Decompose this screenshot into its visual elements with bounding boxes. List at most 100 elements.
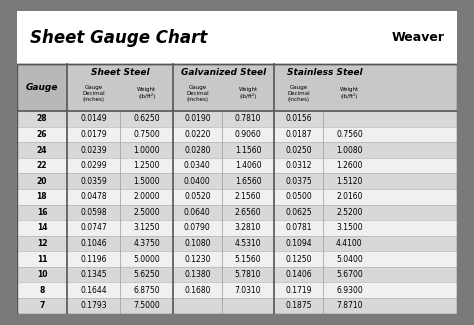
Text: 5.6250: 5.6250 — [133, 270, 160, 279]
Text: 0.0598: 0.0598 — [81, 208, 107, 217]
Text: Gauge
Decimal
(inches): Gauge Decimal (inches) — [82, 85, 105, 102]
Bar — [17, 111, 457, 127]
Text: 2.0000: 2.0000 — [133, 192, 160, 201]
Bar — [17, 236, 457, 251]
Text: 16: 16 — [36, 208, 47, 217]
Text: Galvanized Steel: Galvanized Steel — [181, 68, 266, 77]
Text: 0.6250: 0.6250 — [133, 114, 160, 124]
Text: 4.4100: 4.4100 — [336, 239, 363, 248]
Text: 22: 22 — [36, 161, 47, 170]
Text: 11: 11 — [36, 254, 47, 264]
Text: 0.1719: 0.1719 — [285, 286, 312, 295]
Text: 28: 28 — [36, 114, 47, 124]
Text: 0.1793: 0.1793 — [81, 301, 107, 310]
Bar — [17, 64, 457, 111]
Text: 0.1046: 0.1046 — [81, 239, 107, 248]
Text: 0.0400: 0.0400 — [184, 177, 211, 186]
Text: 3.2810: 3.2810 — [235, 224, 261, 232]
Text: 0.1380: 0.1380 — [184, 270, 210, 279]
Text: 1.0000: 1.0000 — [133, 146, 160, 155]
Text: 7.5000: 7.5000 — [133, 301, 160, 310]
Text: 0.1644: 0.1644 — [81, 286, 107, 295]
Text: 0.0790: 0.0790 — [184, 224, 211, 232]
Text: Weight
(lb/ft²): Weight (lb/ft²) — [340, 87, 359, 99]
Text: 1.4060: 1.4060 — [235, 161, 261, 170]
Text: 0.0239: 0.0239 — [81, 146, 107, 155]
Text: 0.1080: 0.1080 — [184, 239, 210, 248]
Text: 0.0187: 0.0187 — [285, 130, 312, 139]
Text: 5.0000: 5.0000 — [133, 254, 160, 264]
Text: 1.5120: 1.5120 — [336, 177, 363, 186]
Text: Weight
(lb/ft²): Weight (lb/ft²) — [238, 87, 257, 99]
Text: 0.1875: 0.1875 — [285, 301, 312, 310]
Text: 6.9300: 6.9300 — [336, 286, 363, 295]
Text: 0.0156: 0.0156 — [285, 114, 312, 124]
Text: 0.0478: 0.0478 — [81, 192, 107, 201]
Text: Gauge
Decimal
(inches): Gauge Decimal (inches) — [186, 85, 209, 102]
Text: 5.1560: 5.1560 — [235, 254, 261, 264]
Text: 0.0747: 0.0747 — [81, 224, 107, 232]
Text: 4.5310: 4.5310 — [235, 239, 261, 248]
Text: 0.0500: 0.0500 — [285, 192, 312, 201]
Text: Gauge: Gauge — [26, 83, 58, 92]
Text: 2.1560: 2.1560 — [235, 192, 261, 201]
Text: 0.0179: 0.0179 — [81, 130, 107, 139]
Text: 0.1345: 0.1345 — [81, 270, 107, 279]
Text: 0.0640: 0.0640 — [184, 208, 211, 217]
Text: Weight
(lb/ft²): Weight (lb/ft²) — [137, 87, 156, 99]
Text: 18: 18 — [36, 192, 47, 201]
Text: 24: 24 — [36, 146, 47, 155]
Bar — [17, 158, 457, 174]
Text: 1.0080: 1.0080 — [336, 146, 363, 155]
Text: 4.3750: 4.3750 — [133, 239, 160, 248]
Text: Gauge
Decimal
(inches): Gauge Decimal (inches) — [287, 85, 310, 102]
Text: 26: 26 — [36, 130, 47, 139]
Text: 7.8710: 7.8710 — [336, 301, 363, 310]
Text: 3.1500: 3.1500 — [336, 224, 363, 232]
Text: Weaver: Weaver — [391, 31, 444, 44]
Text: 0.0781: 0.0781 — [285, 224, 312, 232]
Text: 0.0149: 0.0149 — [81, 114, 107, 124]
Text: 20: 20 — [36, 177, 47, 186]
Text: 5.7810: 5.7810 — [235, 270, 261, 279]
Text: 5.6700: 5.6700 — [336, 270, 363, 279]
Text: 2.5200: 2.5200 — [336, 208, 363, 217]
Bar — [17, 11, 457, 64]
Text: 8: 8 — [39, 286, 45, 295]
Bar — [17, 174, 457, 189]
Text: 0.7810: 0.7810 — [235, 114, 261, 124]
Text: 1.2500: 1.2500 — [133, 161, 160, 170]
Text: 0.1250: 0.1250 — [285, 254, 312, 264]
Text: 0.0220: 0.0220 — [184, 130, 210, 139]
Text: 0.0520: 0.0520 — [184, 192, 210, 201]
Text: 3.1250: 3.1250 — [133, 224, 160, 232]
Text: 10: 10 — [36, 270, 47, 279]
Text: 1.6560: 1.6560 — [235, 177, 261, 186]
Text: 0.0375: 0.0375 — [285, 177, 312, 186]
Text: 1.1560: 1.1560 — [235, 146, 261, 155]
Text: 7: 7 — [39, 301, 45, 310]
Bar — [17, 220, 457, 236]
Text: 0.1680: 0.1680 — [184, 286, 210, 295]
Text: Stainless Steel: Stainless Steel — [287, 68, 363, 77]
Text: 0.0190: 0.0190 — [184, 114, 210, 124]
Bar — [17, 64, 457, 314]
Bar — [17, 64, 67, 111]
Text: 0.0280: 0.0280 — [184, 146, 210, 155]
Text: 7.0310: 7.0310 — [235, 286, 261, 295]
Text: 2.6560: 2.6560 — [235, 208, 261, 217]
Bar — [17, 251, 457, 267]
Text: Sheet Gauge Chart: Sheet Gauge Chart — [30, 29, 207, 47]
Text: 0.1094: 0.1094 — [285, 239, 312, 248]
Text: 6.8750: 6.8750 — [133, 286, 160, 295]
Text: 2.0160: 2.0160 — [336, 192, 363, 201]
Text: 2.5000: 2.5000 — [133, 208, 160, 217]
Text: 12: 12 — [36, 239, 47, 248]
Bar — [17, 282, 457, 298]
Text: 0.0359: 0.0359 — [81, 177, 107, 186]
Text: Sheet Steel: Sheet Steel — [91, 68, 149, 77]
Text: 0.1196: 0.1196 — [81, 254, 107, 264]
Text: 0.0299: 0.0299 — [81, 161, 107, 170]
Text: 1.2600: 1.2600 — [336, 161, 363, 170]
Text: 0.1406: 0.1406 — [285, 270, 312, 279]
